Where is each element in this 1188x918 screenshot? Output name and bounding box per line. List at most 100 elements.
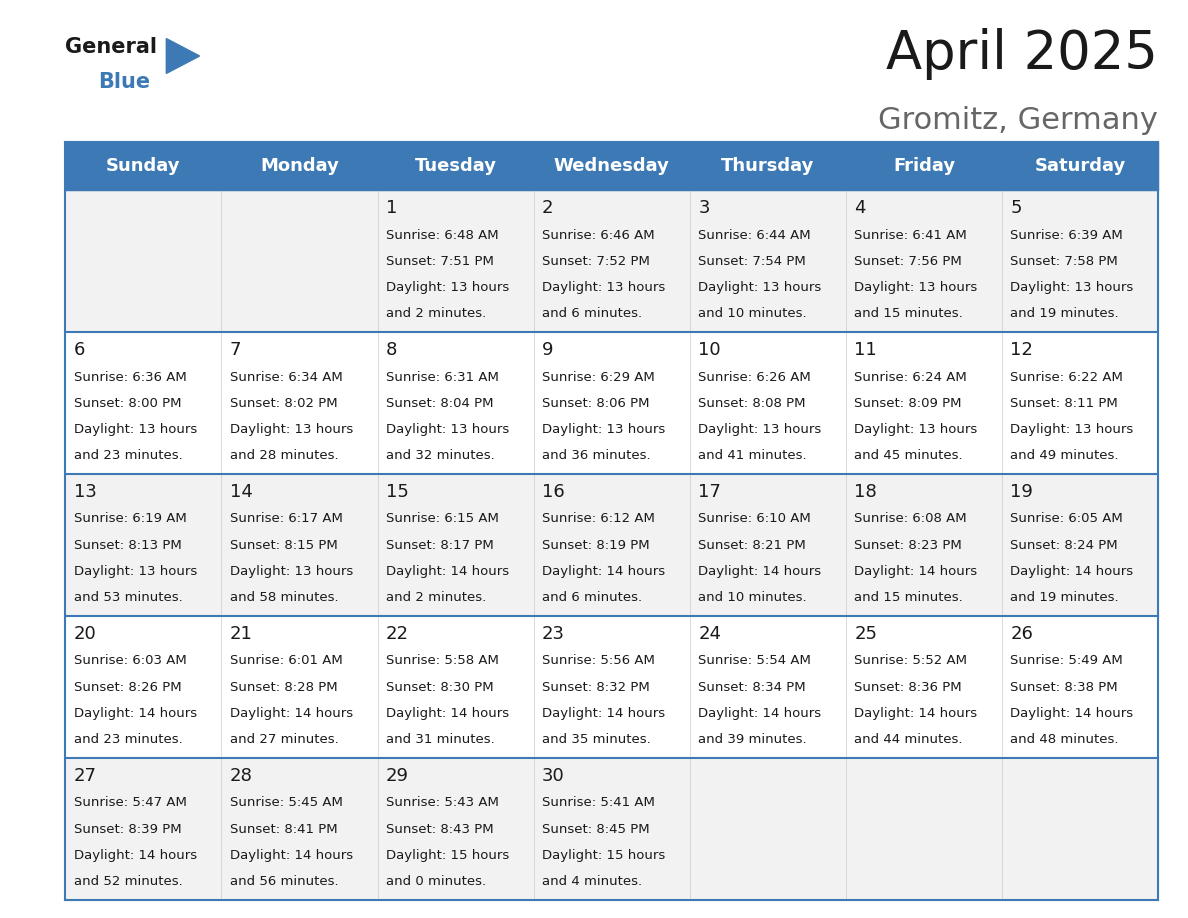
Text: 28: 28 [229, 767, 253, 785]
Text: 6: 6 [74, 341, 86, 359]
Text: Daylight: 14 hours: Daylight: 14 hours [74, 849, 197, 862]
Bar [65, 190, 1158, 332]
Text: Daylight: 14 hours: Daylight: 14 hours [386, 707, 508, 720]
Text: 8: 8 [386, 341, 397, 359]
Text: Thursday: Thursday [721, 157, 815, 175]
Text: Sunset: 8:26 PM: Sunset: 8:26 PM [74, 680, 182, 694]
Text: 2: 2 [542, 199, 554, 218]
Text: Sunset: 8:38 PM: Sunset: 8:38 PM [1011, 680, 1118, 694]
Text: 27: 27 [74, 767, 96, 785]
Text: Daylight: 13 hours: Daylight: 13 hours [386, 423, 510, 436]
Text: 14: 14 [229, 483, 253, 501]
Text: Sunrise: 5:49 AM: Sunrise: 5:49 AM [1011, 655, 1123, 667]
Text: Sunrise: 5:52 AM: Sunrise: 5:52 AM [854, 655, 967, 667]
Text: and 44 minutes.: and 44 minutes. [854, 733, 962, 746]
Text: Sunrise: 5:58 AM: Sunrise: 5:58 AM [386, 655, 499, 667]
Text: General: General [65, 37, 157, 57]
Text: and 6 minutes.: and 6 minutes. [542, 591, 643, 604]
Text: Sunset: 8:21 PM: Sunset: 8:21 PM [699, 539, 805, 552]
Text: Sunrise: 5:56 AM: Sunrise: 5:56 AM [542, 655, 655, 667]
Text: Gromitz, Germany: Gromitz, Germany [878, 106, 1158, 135]
Polygon shape [166, 39, 200, 73]
Text: 26: 26 [1011, 625, 1034, 643]
Text: Daylight: 13 hours: Daylight: 13 hours [854, 423, 978, 436]
Text: Daylight: 13 hours: Daylight: 13 hours [229, 423, 353, 436]
Text: 3: 3 [699, 199, 709, 218]
Text: Daylight: 13 hours: Daylight: 13 hours [699, 423, 821, 436]
Text: Daylight: 14 hours: Daylight: 14 hours [1011, 565, 1133, 578]
Text: Daylight: 13 hours: Daylight: 13 hours [229, 565, 353, 578]
Text: Daylight: 14 hours: Daylight: 14 hours [699, 707, 821, 720]
Text: Sunrise: 6:48 AM: Sunrise: 6:48 AM [386, 229, 499, 241]
Text: Sunset: 8:24 PM: Sunset: 8:24 PM [1011, 539, 1118, 552]
Text: 21: 21 [229, 625, 253, 643]
Text: Sunrise: 6:39 AM: Sunrise: 6:39 AM [1011, 229, 1123, 241]
Text: and 19 minutes.: and 19 minutes. [1011, 591, 1119, 604]
Text: Sunset: 8:19 PM: Sunset: 8:19 PM [542, 539, 650, 552]
Bar [65, 616, 1158, 757]
Text: 23: 23 [542, 625, 565, 643]
Text: Daylight: 13 hours: Daylight: 13 hours [854, 281, 978, 294]
Text: Wednesday: Wednesday [554, 157, 670, 175]
Text: Sunset: 7:51 PM: Sunset: 7:51 PM [386, 255, 494, 268]
Text: 15: 15 [386, 483, 409, 501]
Text: Sunset: 8:11 PM: Sunset: 8:11 PM [1011, 397, 1118, 409]
Text: 5: 5 [1011, 199, 1022, 218]
Text: and 31 minutes.: and 31 minutes. [386, 733, 494, 746]
Text: 13: 13 [74, 483, 96, 501]
Text: Daylight: 14 hours: Daylight: 14 hours [1011, 707, 1133, 720]
Text: Sunset: 8:30 PM: Sunset: 8:30 PM [386, 680, 493, 694]
Text: Sunset: 8:39 PM: Sunset: 8:39 PM [74, 823, 182, 835]
Text: Sunset: 8:36 PM: Sunset: 8:36 PM [854, 680, 962, 694]
Text: Sunset: 8:23 PM: Sunset: 8:23 PM [854, 539, 962, 552]
Text: and 4 minutes.: and 4 minutes. [542, 875, 643, 888]
Text: Daylight: 13 hours: Daylight: 13 hours [699, 281, 821, 294]
Text: 25: 25 [854, 625, 878, 643]
Text: Sunset: 8:09 PM: Sunset: 8:09 PM [854, 397, 962, 409]
Text: 29: 29 [386, 767, 409, 785]
Text: and 15 minutes.: and 15 minutes. [854, 308, 963, 320]
Text: Daylight: 15 hours: Daylight: 15 hours [386, 849, 510, 862]
Text: Friday: Friday [893, 157, 955, 175]
Text: and 10 minutes.: and 10 minutes. [699, 308, 807, 320]
Text: Sunrise: 5:47 AM: Sunrise: 5:47 AM [74, 796, 187, 810]
Bar [65, 757, 1158, 900]
Text: Daylight: 14 hours: Daylight: 14 hours [229, 849, 353, 862]
Text: Sunset: 8:28 PM: Sunset: 8:28 PM [229, 680, 337, 694]
Text: and 41 minutes.: and 41 minutes. [699, 449, 807, 463]
Text: and 36 minutes.: and 36 minutes. [542, 449, 651, 463]
Text: Sunset: 7:52 PM: Sunset: 7:52 PM [542, 255, 650, 268]
Text: Daylight: 13 hours: Daylight: 13 hours [542, 281, 665, 294]
Bar [65, 332, 1158, 474]
Bar [65, 474, 1158, 616]
Text: April 2025: April 2025 [886, 28, 1158, 80]
Text: Daylight: 13 hours: Daylight: 13 hours [1011, 423, 1133, 436]
Text: Sunset: 8:06 PM: Sunset: 8:06 PM [542, 397, 650, 409]
Text: Sunrise: 6:17 AM: Sunrise: 6:17 AM [229, 512, 342, 525]
Text: and 23 minutes.: and 23 minutes. [74, 733, 183, 746]
Text: Daylight: 13 hours: Daylight: 13 hours [386, 281, 510, 294]
Text: 20: 20 [74, 625, 96, 643]
Text: and 23 minutes.: and 23 minutes. [74, 449, 183, 463]
Text: 19: 19 [1011, 483, 1034, 501]
Text: and 2 minutes.: and 2 minutes. [386, 308, 486, 320]
Text: Daylight: 14 hours: Daylight: 14 hours [386, 565, 508, 578]
Text: Sunrise: 6:15 AM: Sunrise: 6:15 AM [386, 512, 499, 525]
Text: Sunrise: 6:08 AM: Sunrise: 6:08 AM [854, 512, 967, 525]
Text: Sunrise: 5:45 AM: Sunrise: 5:45 AM [229, 796, 342, 810]
Text: Daylight: 14 hours: Daylight: 14 hours [542, 565, 665, 578]
Text: Sunrise: 5:54 AM: Sunrise: 5:54 AM [699, 655, 811, 667]
Text: 18: 18 [854, 483, 877, 501]
Text: Daylight: 13 hours: Daylight: 13 hours [542, 423, 665, 436]
Text: 22: 22 [386, 625, 409, 643]
Text: 4: 4 [854, 199, 866, 218]
Text: 17: 17 [699, 483, 721, 501]
Bar [65, 142, 1158, 190]
Text: Saturday: Saturday [1035, 157, 1126, 175]
Text: and 35 minutes.: and 35 minutes. [542, 733, 651, 746]
Text: and 58 minutes.: and 58 minutes. [229, 591, 339, 604]
Text: and 0 minutes.: and 0 minutes. [386, 875, 486, 888]
Text: 16: 16 [542, 483, 564, 501]
Text: and 48 minutes.: and 48 minutes. [1011, 733, 1119, 746]
Text: Sunset: 8:02 PM: Sunset: 8:02 PM [229, 397, 337, 409]
